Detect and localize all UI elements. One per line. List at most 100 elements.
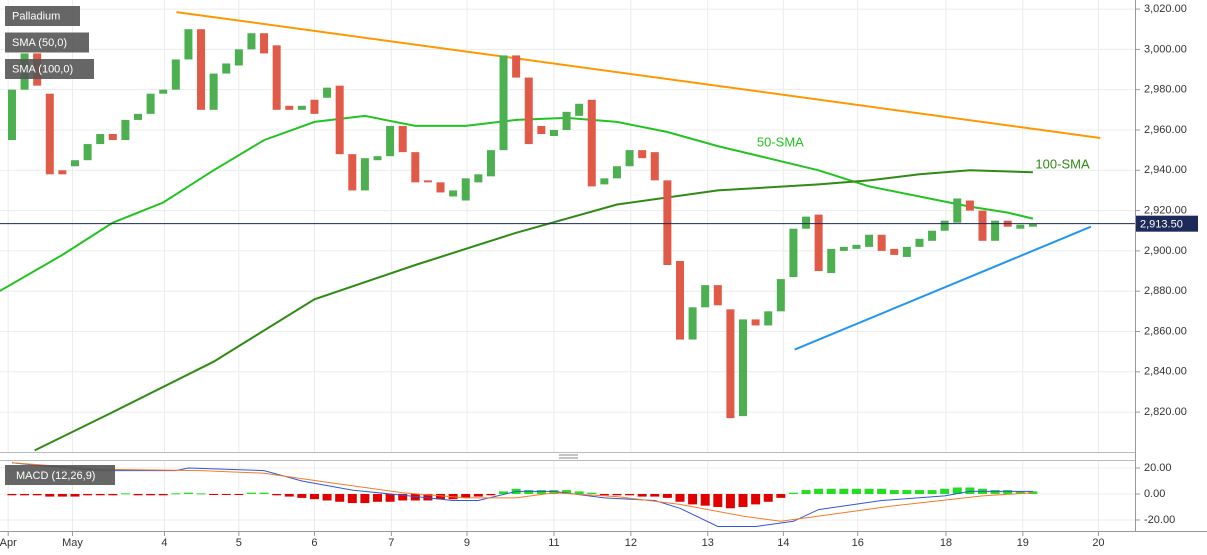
candle-body bbox=[600, 178, 609, 185]
candle-body bbox=[688, 307, 697, 340]
macd-bar bbox=[95, 493, 105, 496]
sma-line bbox=[34, 169, 1033, 452]
macd-bar bbox=[120, 493, 130, 495]
candle-body bbox=[297, 105, 306, 110]
candle-body bbox=[247, 33, 256, 50]
trend-line bbox=[176, 11, 1101, 139]
macd-bar bbox=[826, 488, 836, 494]
macd-bar bbox=[20, 493, 30, 496]
candle-body bbox=[58, 170, 67, 175]
candle-body bbox=[184, 29, 193, 60]
candle-body bbox=[638, 150, 647, 159]
x-tick-label: 16 bbox=[852, 537, 864, 549]
macd-bar bbox=[965, 487, 975, 494]
candle-body bbox=[625, 150, 634, 167]
candle-body bbox=[45, 93, 54, 175]
macd-bar bbox=[171, 493, 181, 495]
x-tick-label: Apr bbox=[0, 537, 17, 549]
macd-bar bbox=[335, 493, 345, 502]
macd-bar bbox=[776, 493, 786, 498]
candle-body bbox=[739, 319, 748, 417]
candle-body bbox=[7, 89, 16, 141]
macd-bar bbox=[524, 490, 534, 494]
marks-layer bbox=[0, 11, 1101, 527]
candle-body bbox=[940, 220, 949, 231]
x-tick-label: 12 bbox=[625, 537, 637, 549]
macd-bar bbox=[549, 490, 559, 494]
candle-body bbox=[650, 152, 659, 181]
macd-bar bbox=[940, 488, 950, 494]
y-tick-label: 20.00 bbox=[1144, 462, 1172, 474]
macd-bar bbox=[751, 493, 761, 505]
x-tick-label: 4 bbox=[161, 537, 167, 549]
candle-body bbox=[197, 29, 206, 110]
candle-body bbox=[789, 228, 798, 278]
x-tick-label: May bbox=[62, 537, 83, 549]
macd-bar bbox=[246, 492, 256, 494]
candle-body bbox=[146, 93, 155, 114]
candle-body bbox=[839, 246, 848, 251]
x-tick-label: 14 bbox=[777, 537, 789, 549]
macd-bar bbox=[284, 493, 294, 497]
macd-line bbox=[11, 462, 1033, 527]
macd-bar bbox=[259, 492, 269, 494]
y-tick-label: 2,840.00 bbox=[1144, 366, 1187, 378]
candle-body bbox=[953, 198, 962, 223]
candle-body bbox=[549, 129, 558, 137]
macd-bar bbox=[309, 493, 319, 500]
candle-body bbox=[121, 119, 130, 141]
macd-bar bbox=[360, 493, 370, 504]
candle-body bbox=[802, 216, 811, 229]
candle-body bbox=[411, 152, 420, 183]
price-label: 2,913.50 bbox=[1140, 219, 1183, 231]
macd-bar bbox=[612, 493, 622, 496]
y-tick-label: 3,020.00 bbox=[1144, 3, 1187, 15]
macd-bar bbox=[486, 493, 496, 496]
x-tick-label: 6 bbox=[311, 537, 317, 549]
candle-body bbox=[902, 246, 911, 257]
legend-box bbox=[5, 465, 115, 485]
trend-line bbox=[794, 225, 1092, 351]
annotation: 100-SMA bbox=[1035, 156, 1090, 171]
candle-body bbox=[928, 230, 937, 241]
overlay-layer: Apr May 4 5 6 7 9 11 12 13 14 16 18 19 20 2,820.00 2,840… bbox=[0, 3, 1198, 549]
macd-bar bbox=[272, 493, 282, 496]
y-tick-label: 2,900.00 bbox=[1144, 245, 1187, 257]
candle-body bbox=[260, 33, 269, 54]
x-tick-label: 13 bbox=[702, 537, 714, 549]
macd-bar bbox=[738, 493, 748, 507]
y-tick-label: 2,920.00 bbox=[1144, 204, 1187, 216]
macd-bar bbox=[675, 493, 685, 502]
y-tick-label: -20.00 bbox=[1144, 514, 1175, 526]
candle-body bbox=[713, 285, 722, 306]
y-tick-label: 2,820.00 bbox=[1144, 406, 1187, 418]
candle-body bbox=[335, 85, 344, 155]
candle-body bbox=[915, 238, 924, 247]
macd-bar bbox=[574, 491, 584, 494]
macd-bar bbox=[788, 492, 798, 494]
candle-body bbox=[70, 160, 79, 167]
macd-bar bbox=[587, 492, 597, 494]
candle-body bbox=[386, 125, 395, 157]
legend-label: SMA (100,0) bbox=[12, 63, 73, 75]
macd-bar bbox=[234, 493, 244, 495]
macd-bar bbox=[637, 493, 647, 497]
macd-bar bbox=[599, 493, 609, 496]
macd-bar bbox=[814, 488, 824, 494]
macd-bar bbox=[7, 493, 17, 496]
candle-body bbox=[423, 180, 432, 183]
candle-body bbox=[499, 55, 508, 151]
macd-bar bbox=[183, 492, 193, 494]
candle-body bbox=[436, 182, 445, 193]
candle-body bbox=[134, 113, 143, 120]
legend-box bbox=[5, 59, 94, 79]
candle-body bbox=[474, 174, 483, 183]
candle-body bbox=[764, 311, 773, 326]
macd-bar bbox=[32, 493, 42, 496]
candle-body bbox=[108, 134, 117, 141]
macd-bar bbox=[662, 493, 672, 498]
macd-bar bbox=[1003, 490, 1013, 494]
macd-bar bbox=[461, 493, 471, 498]
candle-body bbox=[1028, 223, 1037, 227]
